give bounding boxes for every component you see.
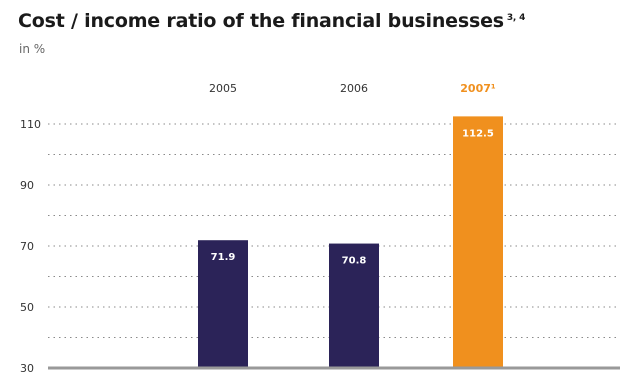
y-tick-label-90: 90 bbox=[20, 179, 34, 192]
value-label-0: 71.9 bbox=[211, 252, 236, 263]
bar-2 bbox=[453, 116, 503, 368]
bar-1 bbox=[329, 243, 379, 368]
title-footnote: 3, 4 bbox=[506, 12, 526, 23]
category-labels: 2005 2006 2007¹ bbox=[209, 82, 496, 95]
y-tick-label-30: 30 bbox=[20, 362, 34, 372]
category-label-2: 2007¹ bbox=[460, 82, 496, 95]
bars bbox=[198, 116, 503, 368]
category-label-1: 2006 bbox=[340, 82, 368, 95]
unit-label: in % bbox=[19, 42, 46, 56]
y-tick-label-70: 70 bbox=[20, 240, 34, 253]
value-labels: 71.9 70.8 112.5 bbox=[211, 128, 494, 266]
chart-title: Cost / income ratio of the financial bus… bbox=[18, 10, 526, 32]
y-tick-labels: 30 50 70 90 110 bbox=[20, 118, 41, 372]
bar-0 bbox=[198, 240, 248, 368]
y-tick-label-110: 110 bbox=[20, 118, 41, 131]
category-label-0: 2005 bbox=[209, 82, 237, 95]
value-label-1: 70.8 bbox=[342, 256, 367, 267]
y-tick-label-50: 50 bbox=[20, 301, 34, 314]
value-label-2: 112.5 bbox=[462, 128, 494, 139]
